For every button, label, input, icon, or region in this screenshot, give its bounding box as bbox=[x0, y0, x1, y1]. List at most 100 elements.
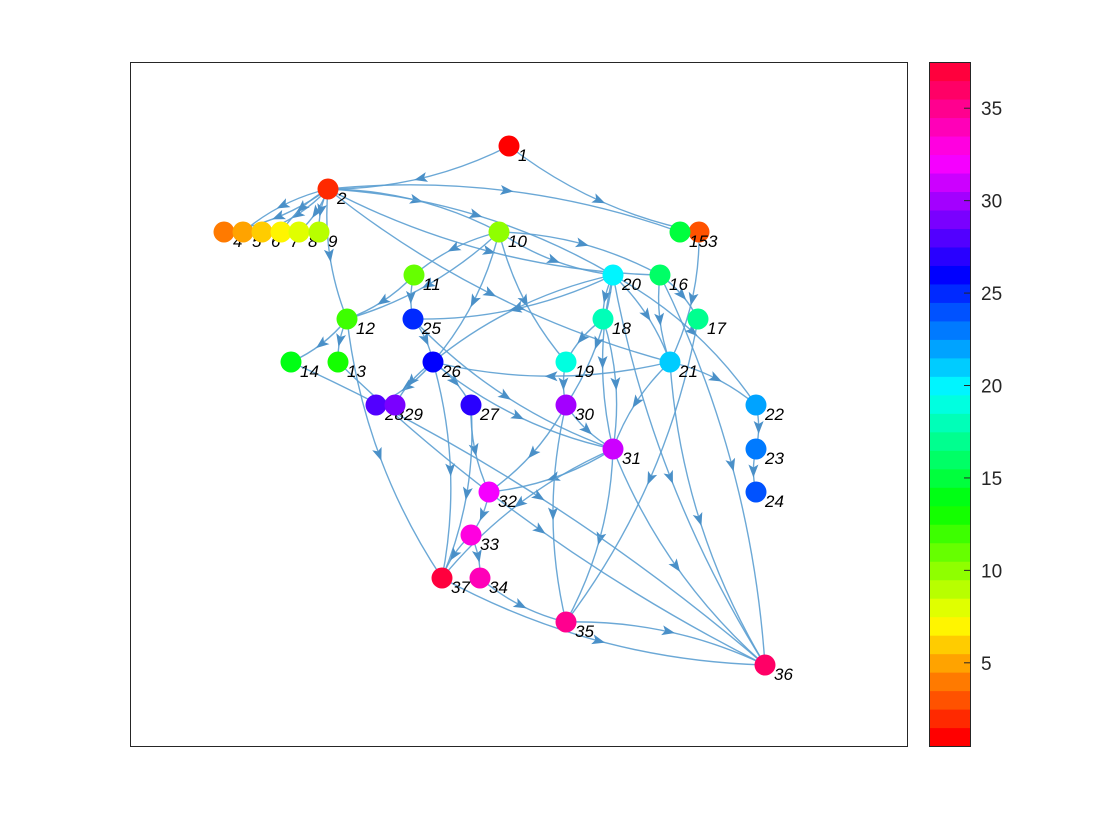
edge-arrow-14-36 bbox=[531, 489, 545, 501]
colorbar-swatch-32 bbox=[929, 154, 970, 174]
colorbar-swatch-25 bbox=[929, 283, 970, 303]
colorbar-swatch-20 bbox=[929, 376, 970, 396]
node-label-17: 17 bbox=[707, 319, 726, 338]
node-label-31: 31 bbox=[622, 449, 641, 468]
colorbar-swatch-17 bbox=[929, 431, 970, 451]
edge-arrow-2-16 bbox=[481, 245, 496, 255]
node-34 bbox=[469, 567, 491, 589]
edge-arrow-25-26 bbox=[418, 331, 429, 346]
node-label-6: 6 bbox=[271, 232, 281, 251]
colorbar-swatch-31 bbox=[929, 172, 970, 193]
colorbar-swatch-21 bbox=[929, 357, 970, 377]
node-9 bbox=[308, 221, 330, 243]
nodes-layer: 1234567891011121314151617181920212223242… bbox=[213, 135, 793, 684]
colorbar-swatch-1 bbox=[929, 727, 970, 747]
node-33 bbox=[460, 524, 482, 546]
node-label-10: 10 bbox=[508, 232, 527, 251]
edge-arrow-12-14 bbox=[316, 336, 330, 349]
node-label-19: 19 bbox=[575, 362, 594, 381]
colorbar-swatch-2 bbox=[929, 709, 970, 729]
node-label-20: 20 bbox=[621, 275, 641, 294]
node-1 bbox=[498, 135, 520, 157]
edge-arrow-21-31 bbox=[632, 394, 644, 408]
edge-arrow-20-26 bbox=[511, 300, 526, 311]
edge-arrow-2-20 bbox=[468, 208, 483, 218]
edge-arrow-26-31 bbox=[510, 409, 525, 420]
colorbar-swatch-34 bbox=[929, 117, 970, 137]
node-label-9: 9 bbox=[328, 232, 338, 251]
node-24 bbox=[745, 481, 767, 503]
colorbar-swatch-36 bbox=[929, 80, 970, 100]
colorbar-frame bbox=[929, 62, 971, 747]
edge-arrow-33-37 bbox=[450, 546, 462, 561]
node-label-22: 22 bbox=[764, 405, 784, 424]
colorbar-swatch-5 bbox=[929, 653, 970, 673]
node-label-35: 35 bbox=[575, 622, 594, 641]
node-label-12: 12 bbox=[356, 319, 375, 338]
node-label-4: 4 bbox=[233, 232, 242, 251]
colorbar-tick-label-15: 15 bbox=[981, 469, 1002, 490]
node-label-11: 11 bbox=[423, 275, 441, 294]
edge-arrow-20-31 bbox=[597, 356, 608, 369]
node-label-36: 36 bbox=[774, 665, 793, 684]
edge-arrow-2-15 bbox=[499, 184, 514, 195]
node-label-13: 13 bbox=[347, 362, 366, 381]
node-26 bbox=[422, 351, 444, 373]
edge-arrow-3-21 bbox=[688, 291, 699, 306]
colorbar-tick-label-30: 30 bbox=[981, 192, 1002, 213]
edge-arrow-20-22 bbox=[684, 323, 698, 337]
colorbar-swatch-12 bbox=[929, 524, 970, 544]
node-label-18: 18 bbox=[612, 319, 631, 338]
node-label-29: 29 bbox=[403, 405, 423, 424]
edge-arrow-22-23 bbox=[753, 421, 764, 434]
edge-arrow-12-37 bbox=[372, 446, 382, 461]
node-label-30: 30 bbox=[575, 405, 594, 424]
colorbar-swatch-4 bbox=[929, 672, 970, 692]
edge-arrow-18-31 bbox=[610, 377, 621, 391]
node-label-32: 32 bbox=[498, 492, 517, 511]
colorbar-tick-label-20: 20 bbox=[981, 377, 1002, 398]
edge-arrow-2-6 bbox=[291, 206, 306, 219]
node-4 bbox=[213, 221, 235, 243]
node-label-23: 23 bbox=[764, 449, 784, 468]
edge-arrow-37-36 bbox=[591, 634, 606, 645]
colorbar-swatch-3 bbox=[929, 690, 970, 710]
colorbar-swatch-11 bbox=[929, 542, 970, 562]
colorbar-swatch-26 bbox=[929, 265, 970, 285]
node-2 bbox=[317, 178, 339, 200]
node-31 bbox=[602, 438, 624, 460]
edge-arrow-16-21 bbox=[654, 312, 665, 327]
edge-arrow-23-24 bbox=[748, 464, 759, 478]
edge-arrow-2-21 bbox=[482, 286, 497, 297]
edge-arrow-26-37 bbox=[445, 463, 456, 477]
colorbar-swatch-19 bbox=[929, 394, 970, 414]
colorbar-swatch-30 bbox=[929, 191, 970, 211]
node-18 bbox=[592, 308, 614, 330]
colorbar-swatch-37 bbox=[929, 62, 970, 82]
edge-arrow-13-36 bbox=[532, 522, 546, 534]
edge-arrow-27-37 bbox=[462, 486, 473, 501]
node-label-33: 33 bbox=[480, 535, 499, 554]
colorbar-swatch-22 bbox=[929, 339, 970, 359]
node-label-1: 1 bbox=[518, 146, 527, 165]
edge-arrow-33-34 bbox=[471, 549, 482, 563]
node-35 bbox=[555, 611, 577, 633]
colorbar-swatch-9 bbox=[929, 579, 970, 599]
edge-arrow-20-21 bbox=[639, 307, 651, 321]
edge-arrow-10-20 bbox=[546, 253, 560, 263]
colorbar-tick-label-35: 35 bbox=[981, 99, 1002, 120]
node-20 bbox=[602, 264, 624, 286]
node-30 bbox=[555, 394, 577, 416]
node-25 bbox=[402, 308, 424, 330]
edge-arrow-35-36 bbox=[661, 625, 675, 636]
edge-arrow-19-30 bbox=[558, 377, 569, 391]
edge-arrow-30-35 bbox=[547, 507, 558, 521]
edge-arrow-31-37 bbox=[514, 495, 528, 508]
edge-arrow-10-11 bbox=[447, 241, 462, 252]
edge-arrow-16-36 bbox=[725, 457, 736, 472]
node-label-14: 14 bbox=[300, 362, 319, 381]
edge-arrow-2-7 bbox=[296, 199, 310, 213]
colorbar-swatch-6 bbox=[929, 635, 970, 655]
colorbar-swatch-16 bbox=[929, 450, 970, 470]
